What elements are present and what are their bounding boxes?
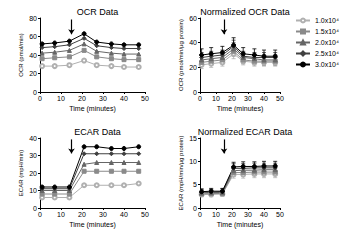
svg-text:50: 50	[141, 95, 149, 102]
svg-text:10: 10	[212, 95, 220, 102]
svg-text:Normalized OCR Data: Normalized OCR Data	[200, 7, 290, 17]
svg-text:80: 80	[29, 15, 37, 22]
svg-text:0: 0	[193, 205, 197, 212]
svg-text:OCR (pmol/min): OCR (pmol/min)	[18, 33, 24, 76]
svg-text:OCR (pmol/min/µg protein): OCR (pmol/min/µg protein)	[178, 19, 184, 91]
svg-text:40: 40	[189, 39, 197, 46]
svg-text:20: 20	[228, 95, 236, 102]
svg-text:30: 30	[99, 95, 107, 102]
svg-text:ECAR Data: ECAR Data	[74, 127, 121, 137]
svg-text:10: 10	[212, 211, 220, 218]
svg-text:40: 40	[120, 95, 128, 102]
svg-text:3.0x10⁴: 3.0x10⁴	[315, 61, 339, 68]
svg-text:1.5x10⁴: 1.5x10⁴	[315, 28, 339, 35]
svg-text:40: 40	[260, 95, 268, 102]
svg-text:40: 40	[120, 211, 128, 218]
svg-text:0: 0	[193, 89, 197, 96]
svg-text:40: 40	[29, 135, 37, 142]
svg-text:40: 40	[260, 211, 268, 218]
svg-text:0: 0	[38, 95, 42, 102]
svg-text:50: 50	[141, 211, 149, 218]
svg-text:40: 40	[29, 52, 37, 59]
svg-text:10: 10	[57, 95, 65, 102]
svg-text:10: 10	[29, 187, 37, 194]
svg-text:60: 60	[29, 33, 37, 40]
svg-text:5: 5	[193, 181, 197, 188]
svg-text:60: 60	[189, 15, 197, 22]
svg-text:Time (minutes): Time (minutes)	[69, 105, 115, 113]
svg-text:Time (minutes): Time (minutes)	[69, 221, 115, 229]
svg-text:30: 30	[99, 211, 107, 218]
svg-text:ECAR (mpH/min/µg protein): ECAR (mpH/min/µg protein)	[178, 136, 184, 211]
svg-text:30: 30	[29, 152, 37, 159]
svg-text:50: 50	[276, 211, 284, 218]
svg-text:20: 20	[228, 211, 236, 218]
svg-text:30: 30	[244, 95, 252, 102]
svg-text:0: 0	[38, 211, 42, 218]
svg-text:OCR Data: OCR Data	[77, 7, 119, 17]
svg-text:0: 0	[198, 211, 202, 218]
svg-text:0: 0	[33, 205, 37, 212]
svg-text:10: 10	[57, 211, 65, 218]
svg-text:15: 15	[189, 135, 197, 142]
svg-text:0: 0	[198, 95, 202, 102]
svg-text:ECAR (mpH/min): ECAR (mpH/min)	[18, 150, 24, 196]
svg-text:30: 30	[244, 211, 252, 218]
svg-text:Time (minutes): Time (minutes)	[217, 105, 263, 113]
svg-text:20: 20	[78, 95, 86, 102]
svg-text:20: 20	[29, 70, 37, 77]
svg-text:20: 20	[78, 211, 86, 218]
svg-text:20: 20	[29, 170, 37, 177]
svg-text:Time (minutes): Time (minutes)	[217, 221, 263, 229]
svg-text:0: 0	[33, 89, 37, 96]
svg-text:2.0x10⁴: 2.0x10⁴	[315, 39, 339, 46]
svg-text:2.5x10⁴: 2.5x10⁴	[315, 50, 339, 57]
svg-text:20: 20	[189, 64, 197, 71]
svg-text:1.0x10⁴: 1.0x10⁴	[315, 17, 339, 24]
svg-text:10: 10	[189, 158, 197, 165]
svg-text:50: 50	[276, 95, 284, 102]
svg-text:Normalized ECAR Data: Normalized ECAR Data	[198, 127, 293, 137]
